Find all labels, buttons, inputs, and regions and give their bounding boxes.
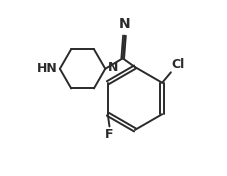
Text: N: N — [118, 17, 130, 31]
Text: F: F — [105, 128, 113, 141]
Text: HN: HN — [36, 62, 57, 75]
Text: Cl: Cl — [171, 58, 184, 71]
Text: N: N — [107, 61, 118, 74]
